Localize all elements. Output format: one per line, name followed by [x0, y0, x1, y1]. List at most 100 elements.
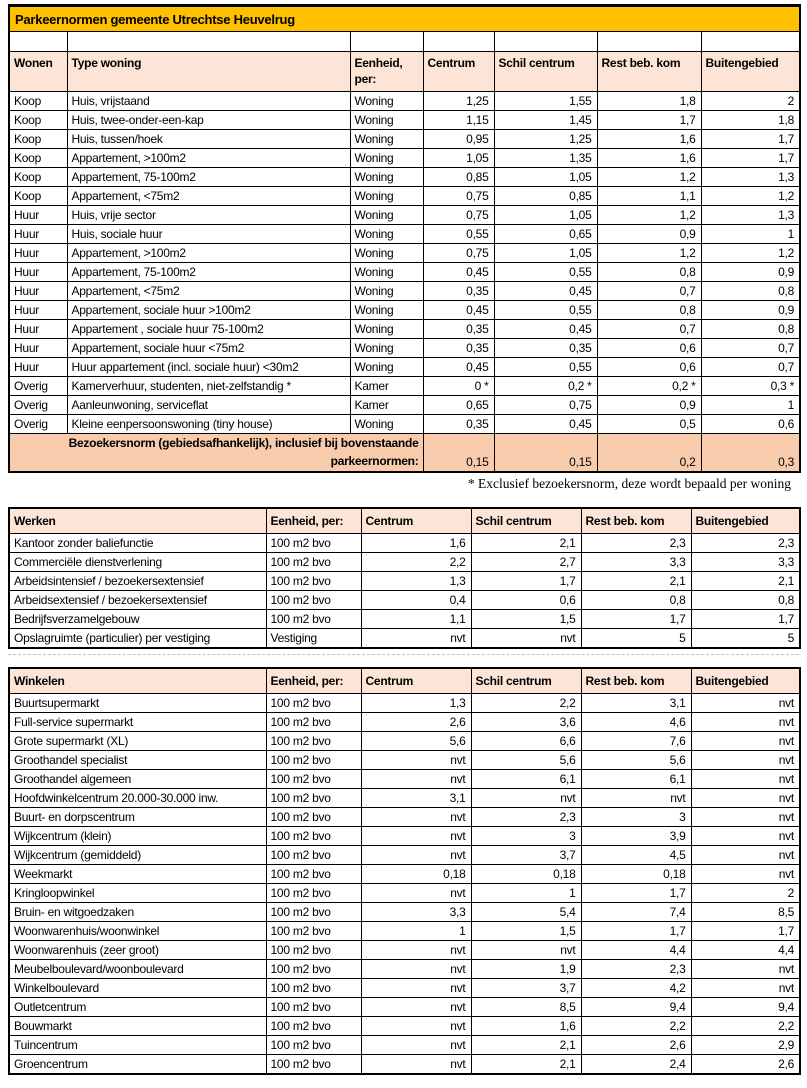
cell: 1,05	[493, 167, 598, 187]
cell: 100 m2 bvo	[265, 750, 362, 770]
cell: Wijkcentrum (klein)	[8, 826, 267, 846]
cell: 1,7	[596, 110, 702, 130]
cell: 100 m2 bvo	[265, 1016, 362, 1036]
wonen-row: Koop Huis, twee-onder-een-kap Woning 1,15 1,…	[8, 110, 801, 130]
cell: 100 m2 bvo	[265, 533, 362, 553]
cell: 1,3	[700, 205, 801, 225]
winkelen-header-row: Winkelen Eenheid, per: Centrum Schil cen…	[8, 667, 801, 694]
cell: 1,7	[700, 148, 801, 168]
cell: 3,1	[580, 693, 692, 713]
winkelen-row: Bruin- en witgoedzaken 100 m2 bvo 3,3 5,4 7,…	[8, 902, 801, 922]
spacer-cell	[596, 31, 702, 52]
cell: Koop	[8, 91, 68, 111]
cell: 2,1	[580, 571, 692, 591]
column-header: Eenheid, per:	[265, 667, 362, 694]
cell: 0 *	[422, 376, 495, 396]
cell: 0,55	[493, 357, 598, 377]
cell: Woning	[349, 186, 424, 206]
wonen-row: Overig Kamerverhuur, studenten, niet-zelf…	[8, 376, 801, 396]
cell: nvt	[580, 788, 692, 808]
column-header: Rest beb. kom	[596, 51, 702, 92]
cell: 100 m2 bvo	[265, 712, 362, 732]
cell: 0,18	[580, 864, 692, 884]
werken-table: Werken Eenheid, per: Centrum Schil centr…	[8, 506, 801, 649]
cell: 0,35	[422, 338, 495, 358]
cell: Woonwarenhuis (zeer groot)	[8, 940, 267, 960]
wonen-row: Huur Appartement, >100m2 Woning 0,75 1,05 1,2…	[8, 243, 801, 263]
cell: 0,45	[422, 357, 495, 377]
werken-header-row: Werken Eenheid, per: Centrum Schil centr…	[8, 507, 801, 534]
cell: Huur	[8, 205, 68, 225]
cell: Woning	[349, 338, 424, 358]
cell: 1,7	[580, 921, 692, 941]
cell: 3,3	[580, 552, 692, 572]
spacer-cell	[493, 31, 598, 52]
wonen-row: Huur Huis, sociale huur Woning 0,55 0,65 0,9 1	[8, 224, 801, 244]
cell: 1	[360, 921, 472, 941]
cell: nvt	[470, 788, 582, 808]
bezoekersnorm-value: 0,3	[700, 433, 801, 472]
cell: 1,05	[493, 243, 598, 263]
cell: Full-service supermarkt	[8, 712, 267, 732]
cell: 0,6	[596, 357, 702, 377]
cell: 0,7	[596, 319, 702, 339]
column-header: Buitengebied	[690, 507, 801, 534]
cell: Tuincentrum	[8, 1035, 267, 1055]
cell: nvt	[360, 959, 472, 979]
wonen-row: Koop Huis, tussen/hoek Woning 0,95 1,25 1,6 1,…	[8, 129, 801, 149]
winkelen-row: Wijkcentrum (gemiddeld) 100 m2 bvo nvt 3,7 4…	[8, 845, 801, 865]
cell: 1,2	[596, 167, 702, 187]
cell: Huur	[8, 224, 68, 244]
cell: 100 m2 bvo	[265, 590, 362, 610]
wonen-row: Huur Huur appartement (incl. sociale huur…	[8, 357, 801, 377]
cell: 2,2	[690, 1016, 801, 1036]
cell: 3,3	[690, 552, 801, 572]
cell: 4,4	[580, 940, 692, 960]
cell: 2,3	[580, 959, 692, 979]
wonen-row: Huur Appartement, sociale huur >100m2 Woni…	[8, 300, 801, 320]
cell: 0,3 *	[700, 376, 801, 396]
spacer-cell	[66, 31, 351, 52]
winkelen-row: Groothandel specialist 100 m2 bvo nvt 5,6 5,…	[8, 750, 801, 770]
cell: 6,1	[580, 769, 692, 789]
cell: nvt	[690, 769, 801, 789]
winkelen-row: Meubelboulevard/woonboulevard 100 m2 bvo n…	[8, 959, 801, 979]
winkelen-row: Tuincentrum 100 m2 bvo nvt 2,1 2,6 2,9	[8, 1035, 801, 1055]
cell: Kringloopwinkel	[8, 883, 267, 903]
cell: 0,8	[700, 281, 801, 301]
spacer-cell	[349, 31, 424, 52]
cell: Appartement , sociale huur 75-100m2	[66, 319, 351, 339]
column-header: Centrum	[360, 667, 472, 694]
bezoekersnorm-value: 0,15	[422, 433, 495, 472]
cell: 8,5	[690, 902, 801, 922]
cell: 100 m2 bvo	[265, 845, 362, 865]
winkelen-row: Grote supermarkt (XL) 100 m2 bvo 5,6 6,6 7,6…	[8, 731, 801, 751]
cell: 0,9	[596, 224, 702, 244]
cell: 1,55	[493, 91, 598, 111]
cell: 2	[690, 883, 801, 903]
cell: Kamer	[349, 395, 424, 415]
cell: 5	[690, 628, 801, 648]
cell: 1,25	[493, 129, 598, 149]
cell: 1,7	[470, 571, 582, 591]
cell: 2,1	[690, 571, 801, 591]
spacer-row	[8, 31, 801, 52]
column-header: Wonen	[8, 51, 68, 92]
cell: Koop	[8, 110, 68, 130]
cell: Koop	[8, 186, 68, 206]
cell: 0,6	[596, 338, 702, 358]
cell: 0,35	[422, 281, 495, 301]
cell: Bruin- en witgoedzaken	[8, 902, 267, 922]
wonen-header-row: Wonen Type woning Eenheid, per: Centrum …	[8, 51, 801, 92]
bezoekersnorm-label: Bezoekersnorm (gebiedsafhankelijk), incl…	[8, 433, 424, 472]
cell: nvt	[690, 826, 801, 846]
cell: 7,6	[580, 731, 692, 751]
cell: nvt	[360, 1035, 472, 1055]
spacer-cell	[422, 31, 495, 52]
cell: nvt	[360, 845, 472, 865]
cell: 0,35	[422, 414, 495, 434]
column-header: Schil centrum	[470, 667, 582, 694]
cell: 0,8	[596, 262, 702, 282]
cell: 0,45	[493, 281, 598, 301]
cell: 3,6	[470, 712, 582, 732]
